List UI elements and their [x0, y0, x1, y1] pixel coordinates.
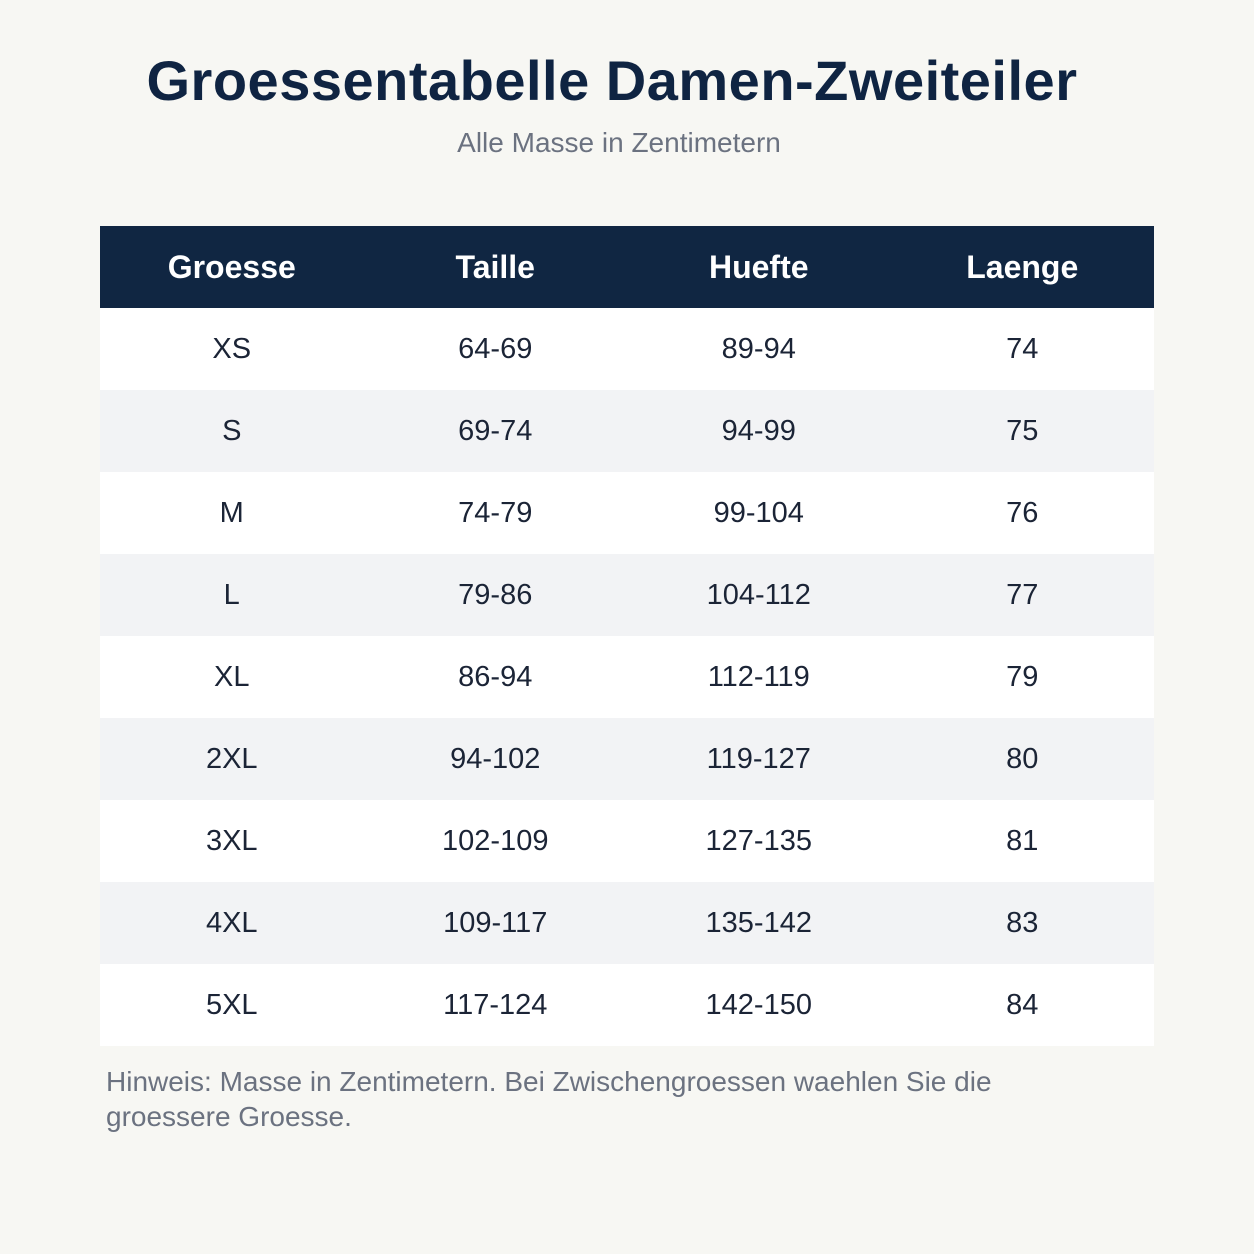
cell-groesse: XL [214, 660, 250, 693]
table-row: 3XL 102-109 127-135 81 [100, 800, 1154, 882]
cell-groesse: 5XL [205, 988, 258, 1021]
size-table: Groesse Taille Huefte Laenge XS 64-69 89… [100, 226, 1154, 1046]
cell-laenge: 79 [1006, 660, 1039, 693]
cell-laenge: 83 [1006, 906, 1039, 939]
cell-huefte: 112-119 [707, 660, 810, 693]
cell-laenge: 81 [1006, 824, 1039, 857]
cell-taille: 94-102 [450, 742, 541, 775]
page-title: Groessentabelle Damen-Zweiteiler [146, 49, 1078, 112]
cell-groesse: XS [212, 332, 252, 365]
table-row: M 74-79 99-104 76 [100, 472, 1154, 554]
cell-huefte: 119-127 [706, 742, 811, 775]
cell-laenge: 76 [1006, 496, 1039, 529]
cell-taille: 86-94 [458, 660, 533, 693]
header-huefte: Huefte [708, 248, 809, 285]
cell-taille: 64-69 [458, 332, 533, 365]
cell-huefte: 127-135 [705, 824, 812, 857]
footnote: Hinweis: Masse in Zentimetern. Bei Zwisc… [106, 1066, 992, 1132]
table-header: Groesse Taille Huefte Laenge [100, 226, 1154, 308]
cell-laenge: 75 [1006, 414, 1039, 447]
page-subtitle: Alle Masse in Zentimetern [457, 127, 781, 158]
cell-groesse: S [222, 414, 242, 447]
cell-taille: 109-117 [443, 906, 548, 939]
cell-huefte: 142-150 [705, 988, 812, 1021]
cell-groesse: 4XL [205, 906, 258, 939]
table-row: XL 86-94 112-119 79 [100, 636, 1154, 718]
cell-groesse: M [219, 496, 244, 529]
cell-huefte: 89-94 [721, 332, 796, 365]
cell-laenge: 80 [1006, 742, 1039, 775]
cell-groesse: 2XL [205, 742, 258, 775]
cell-taille: 69-74 [458, 414, 533, 447]
cell-groesse: 3XL [205, 824, 258, 857]
cell-huefte: 135-142 [705, 906, 812, 939]
cell-taille: 79-86 [458, 578, 533, 611]
cell-taille: 102-109 [442, 824, 549, 857]
table-row: 2XL 94-102 119-127 80 [100, 718, 1154, 800]
table-row: S 69-74 94-99 75 [100, 390, 1154, 472]
cell-laenge: 74 [1006, 332, 1039, 365]
cell-groesse: L [223, 578, 240, 611]
table-row: XS 64-69 89-94 74 [100, 308, 1154, 390]
cell-huefte: 99-104 [713, 496, 804, 529]
cell-huefte: 94-99 [721, 414, 796, 447]
header-taille: Taille [455, 248, 535, 285]
header-laenge: Laenge [966, 248, 1079, 285]
cell-laenge: 84 [1006, 988, 1039, 1021]
cell-huefte: 104-112 [706, 578, 811, 611]
table-row: L 79-86 104-112 77 [100, 554, 1154, 636]
cell-taille: 74-79 [458, 496, 533, 529]
table-row: 5XL 117-124 142-150 84 [100, 964, 1154, 1046]
header-groesse: Groesse [167, 248, 296, 285]
table-row: 4XL 109-117 135-142 83 [100, 882, 1154, 964]
cell-taille: 117-124 [443, 988, 548, 1021]
cell-laenge: 77 [1006, 578, 1039, 611]
